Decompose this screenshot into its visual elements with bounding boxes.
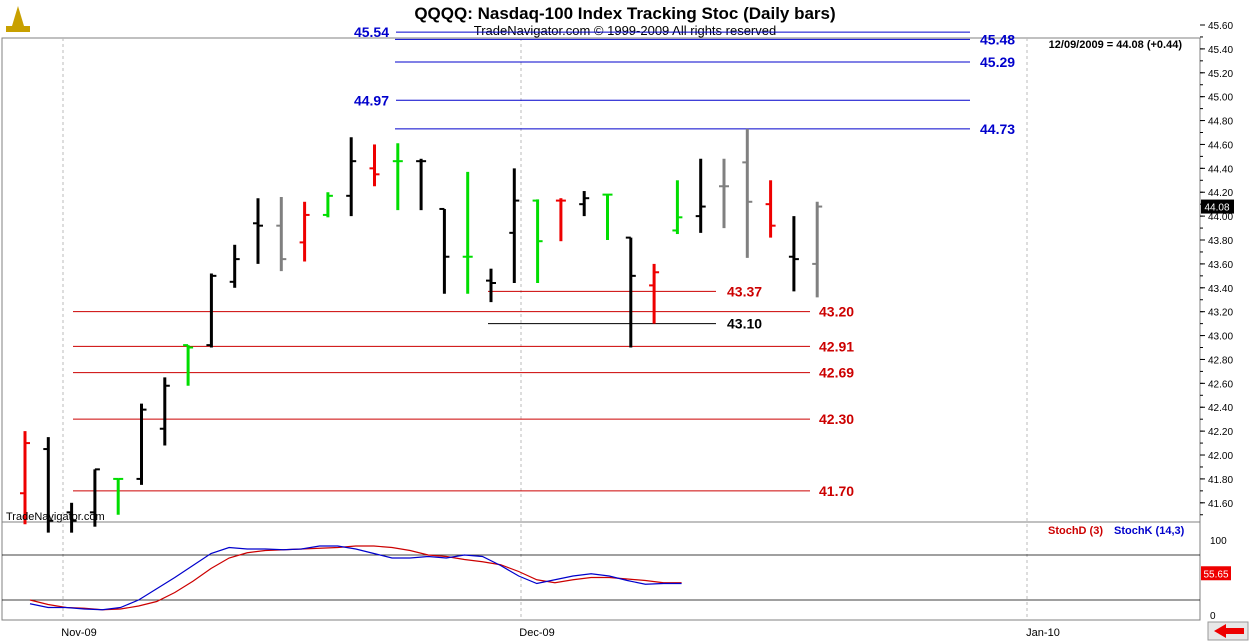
level-label: 42.69 <box>819 365 854 381</box>
last-price-value: 44.08 <box>1204 203 1229 214</box>
level-label: 45.48 <box>980 31 1015 47</box>
ohlc-bar <box>579 191 590 217</box>
plot-frame <box>1 37 1201 621</box>
price-tick-label: 42.40 <box>1208 403 1233 414</box>
ohlc-bar <box>462 171 473 294</box>
ohlc-bar <box>322 192 333 218</box>
ohlc-bar <box>486 268 496 303</box>
ohlc-bar <box>672 180 683 235</box>
price-tick-label: 41.80 <box>1208 475 1233 486</box>
price-tick-label: 45.20 <box>1208 69 1233 80</box>
ohlc-bar <box>416 158 427 211</box>
ohlc-bar <box>113 477 124 515</box>
price-tick-label: 42.20 <box>1208 427 1233 438</box>
price-tick-label: 43.40 <box>1208 284 1233 295</box>
tradenavigator-logo-icon <box>6 6 30 32</box>
ohlc-bar <box>392 143 403 211</box>
level-label: 43.10 <box>727 316 762 332</box>
price-tick-label: 43.60 <box>1208 260 1233 271</box>
price-tick-label: 42.80 <box>1208 355 1233 366</box>
price-tick-label: 42.60 <box>1208 379 1233 390</box>
price-tick-label: 45.00 <box>1208 93 1233 104</box>
level-label: 42.30 <box>819 411 854 427</box>
stoch-tick-label: 100 <box>1210 536 1227 547</box>
chart-subtitle: TradeNavigator.com © 1999-2009 All right… <box>474 23 776 38</box>
ohlc-bar <box>229 244 240 288</box>
ohlc-bar <box>695 158 706 233</box>
ohlc-bar <box>649 263 660 324</box>
level-label: 44.73 <box>980 121 1015 137</box>
price-tick-label: 43.00 <box>1208 332 1233 343</box>
ohlc-bar <box>183 344 194 386</box>
ohlc-bar <box>602 193 613 241</box>
ohlc-bar <box>206 273 217 348</box>
ohlc-bar <box>136 403 147 485</box>
price-tick-label: 44.40 <box>1208 164 1233 175</box>
last-price-tag <box>1201 199 1234 214</box>
ohlc-bar <box>788 216 799 292</box>
price-tick-label: 42.00 <box>1208 451 1233 462</box>
ohlc-bar <box>299 201 310 262</box>
price-tick-label: 43.20 <box>1208 308 1233 319</box>
stoch-tick-label: 0 <box>1210 611 1216 622</box>
scroll-left-arrow-icon[interactable] <box>1207 621 1249 641</box>
ohlc-bar <box>369 144 380 187</box>
ohlc-bar <box>159 377 170 446</box>
ohlc-bar <box>509 168 520 284</box>
ohlc-bar <box>742 128 753 258</box>
level-label: 43.20 <box>819 304 854 320</box>
level-label: 45.29 <box>980 54 1015 70</box>
ohlc-bar <box>765 180 776 238</box>
price-tick-label: 45.60 <box>1208 21 1233 32</box>
logo-sail <box>12 6 24 26</box>
level-label: 43.37 <box>727 283 762 299</box>
arrow-shape <box>1214 624 1244 638</box>
stoch-legend-label: StochD (3) <box>1048 525 1103 537</box>
price-tick-label: 45.40 <box>1208 45 1233 56</box>
ohlc-bar <box>812 201 823 298</box>
stoch-value: 55.65 <box>1203 569 1228 580</box>
ohlc-bar <box>20 431 30 525</box>
price-tick-label: 44.80 <box>1208 117 1233 128</box>
stoch-value-tag <box>1201 566 1231 581</box>
ohlc-bar <box>43 437 54 533</box>
ohlc-bar <box>276 197 287 272</box>
level-label: 42.91 <box>819 338 854 354</box>
price-tick-label: 41.60 <box>1208 499 1233 510</box>
level-label: 41.70 <box>819 483 854 499</box>
ohlc-bar <box>253 198 263 264</box>
date-tick-label: Nov-09 <box>61 627 96 639</box>
chart-title: QQQQ: Nasdaq-100 Index Tracking Stoc (Da… <box>414 4 835 23</box>
level-label: 45.54 <box>354 24 389 40</box>
price-tick-label: 43.80 <box>1208 236 1233 247</box>
ohlc-bar <box>625 236 636 348</box>
price-tick-label: 44.00 <box>1208 212 1233 223</box>
level-label: 44.97 <box>354 92 389 108</box>
ohlc-bar <box>719 158 729 229</box>
stoch-series-line <box>29 545 682 611</box>
ohlc-bar <box>555 198 566 242</box>
price-tick-label: 44.20 <box>1208 188 1233 199</box>
watermark-text: TradeNavigator.com <box>6 511 105 523</box>
date-tick-label: Jan-10 <box>1026 627 1060 639</box>
ohlc-bar <box>346 137 357 217</box>
ohlc-bar <box>89 468 100 527</box>
stoch-series-line <box>29 545 682 611</box>
logo-hull <box>6 26 30 32</box>
ohlc-bar <box>532 199 543 284</box>
ohlc-bar <box>66 502 77 533</box>
date-tick-label: Dec-09 <box>519 627 554 639</box>
ohlc-bar <box>439 207 450 294</box>
stoch-legend-label: StochK (14,3) <box>1114 525 1185 537</box>
price-tick-label: 44.60 <box>1208 140 1233 151</box>
info-readout: 12/09/2009 = 44.08 (+0.44) <box>1049 39 1183 51</box>
